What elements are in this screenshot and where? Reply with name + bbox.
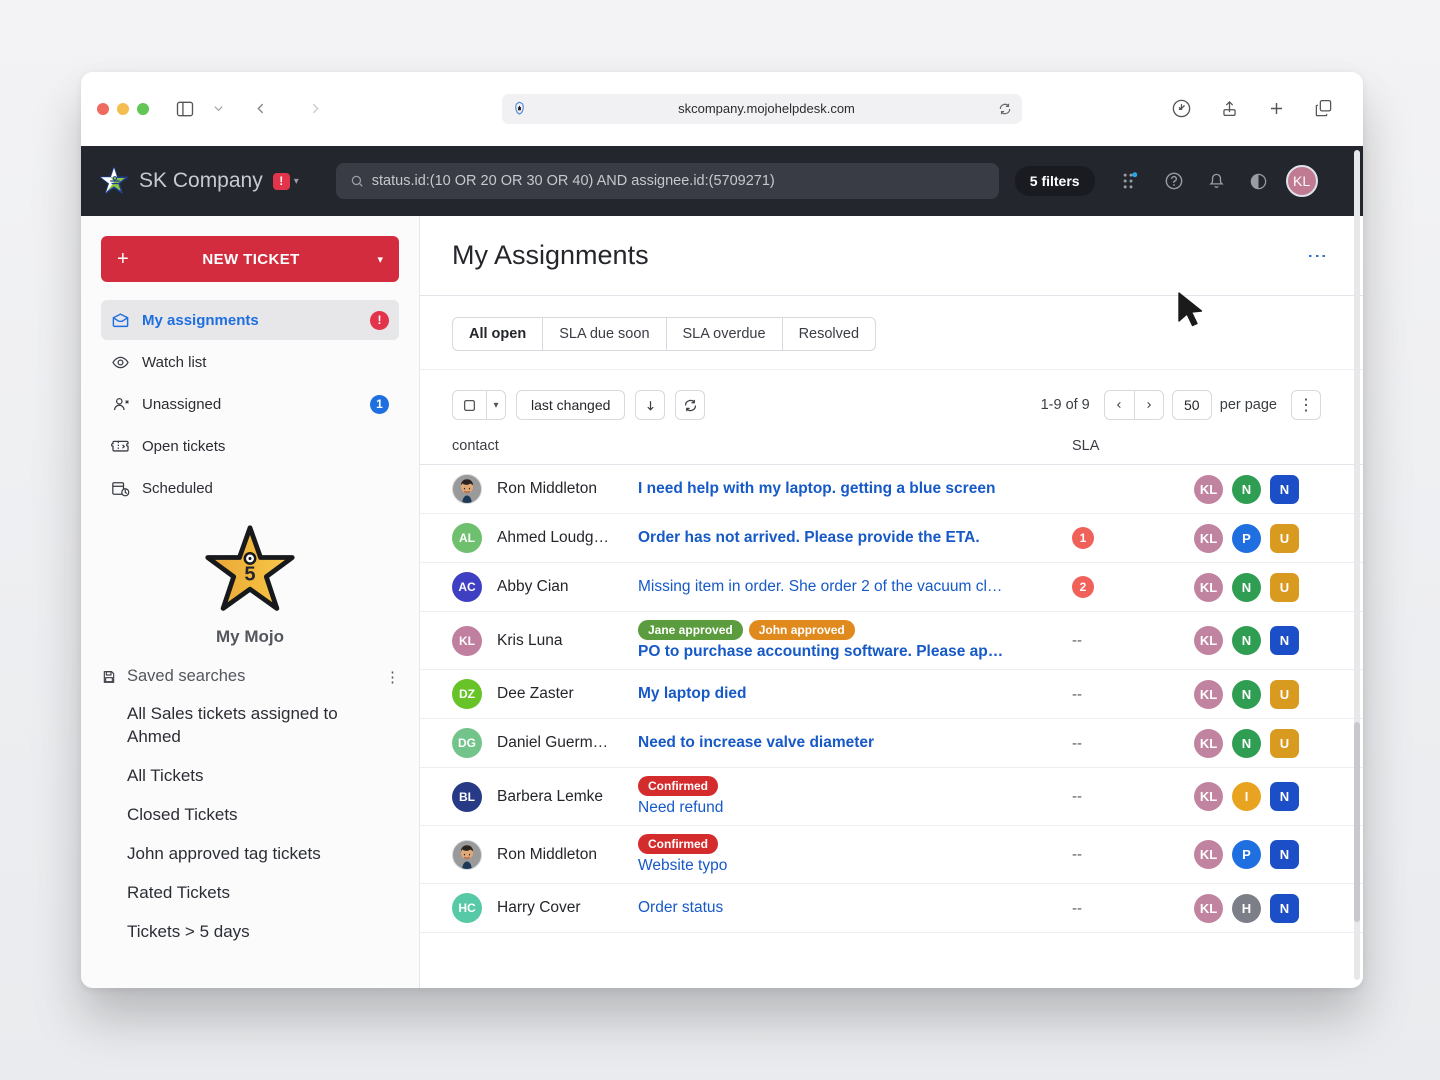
svg-text:5: 5 <box>244 564 255 586</box>
